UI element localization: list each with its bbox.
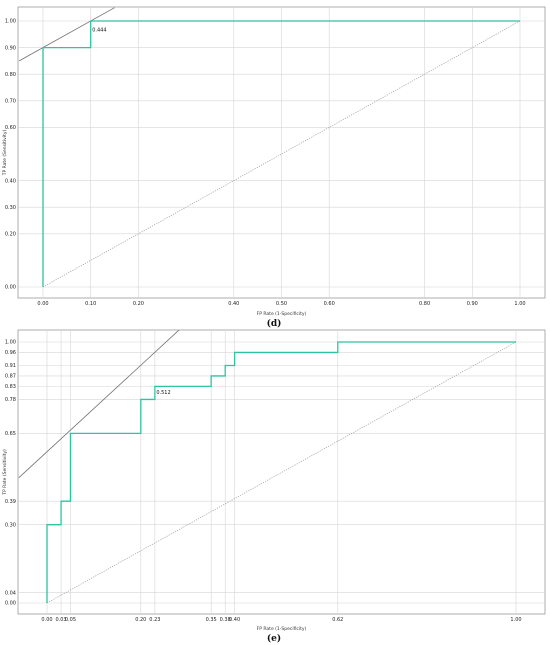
y-tick-label: 0.70 [5, 99, 16, 105]
x-tick-label: 0.35 [206, 617, 217, 623]
x-tick-label: 0.80 [419, 301, 430, 307]
y-tick-label: 0.04 [5, 590, 16, 596]
x-tick-label: 1.00 [514, 301, 525, 307]
cutoff-annotation: 0.444 [92, 28, 106, 34]
y-axis-title: TP Rate (Sensitivity) [2, 449, 8, 496]
cutoff-annotation: 0.512 [156, 390, 170, 396]
y-tick-label: 1.00 [5, 340, 16, 346]
x-tick-label: 0.23 [149, 617, 160, 623]
tangent-line [18, 7, 115, 62]
y-tick-label: 0.30 [5, 205, 16, 211]
x-tick-label: 0.20 [135, 617, 146, 623]
y-tick-label: 0.30 [5, 522, 16, 528]
x-tick-label: 0.50 [276, 301, 287, 307]
y-tick-label: 0.78 [5, 397, 16, 403]
y-tick-label: 0.00 [5, 601, 16, 607]
reference-diagonal-line [46, 341, 517, 604]
panel-label: (e) [267, 633, 281, 644]
x-tick-label: 0.40 [228, 301, 239, 307]
x-tick-label: 0.10 [85, 301, 96, 307]
y-tick-label: 0.80 [5, 72, 16, 78]
chart-panel-d: 0.00 0.10 0.20 0.40 0.50 0.60 0.80 0.90 1.00 0.00… [2, 6, 546, 329]
y-tick-label: 0.83 [5, 384, 16, 390]
x-tick-label: 1.00 [510, 617, 521, 623]
y-tick-label: 0.87 [5, 374, 16, 380]
x-tick-label: 0.90 [467, 301, 478, 307]
x-axis-title: FP Rate (1-Specificity) [257, 311, 307, 317]
x-tick-label: 0.00 [41, 617, 52, 623]
x-tick-label: 0.03 [55, 617, 66, 623]
y-tick-label: 1.00 [5, 19, 16, 25]
y-tick-label: 0.20 [5, 232, 16, 238]
x-tick-label: 0.40 [229, 617, 240, 623]
tangent-line [18, 330, 180, 479]
x-tick-label: 0.62 [332, 617, 343, 623]
y-tick-label: 0.91 [5, 363, 16, 369]
y-tick-label: 0.40 [5, 178, 16, 184]
x-tick-label: 0.00 [37, 301, 48, 307]
y-tick-label: 0.65 [5, 431, 16, 437]
panel-label: (d) [267, 318, 282, 329]
chart-panel-e: 0.00 0.030.05 0.20 0.23 0.35 0.380.40 0.62 1.00… [2, 329, 546, 644]
x-tick-label: 0.20 [133, 301, 144, 307]
x-tick-label: 0.38 [220, 617, 231, 623]
y-tick-label: 0.96 [5, 350, 16, 356]
y-tick-label: 0.90 [5, 45, 16, 51]
x-axis-title: FP Rate (1-Specificity) [257, 626, 307, 632]
roc-curve [46, 341, 516, 603]
x-tick-label: 0.60 [324, 301, 335, 307]
plot-frame [17, 329, 546, 615]
y-tick-label: 0.00 [5, 285, 16, 291]
roc-curve [42, 20, 520, 287]
x-tick-label: 0.05 [65, 617, 76, 623]
y-tick-label: 0.60 [5, 125, 16, 131]
y-tick-label: 0.39 [5, 499, 16, 505]
y-axis-title: TP Rate (Sensitivity) [2, 129, 8, 176]
